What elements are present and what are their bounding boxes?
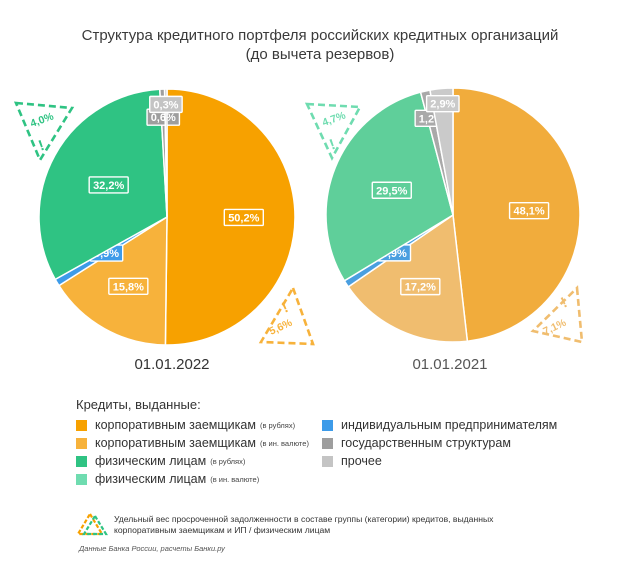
- legend-sublabel: (в рублях): [259, 420, 296, 430]
- slice-label: 29,5%: [376, 185, 407, 197]
- date-label-2022: 01.01.2022: [134, 356, 209, 373]
- legend-swatch: [322, 437, 333, 449]
- legend-item-ind-fx: физическим лицам (в ин. валюте): [76, 472, 259, 486]
- legend-swatch: [76, 455, 87, 467]
- legend-item-government: государственным структурам: [322, 436, 511, 450]
- legend-label: корпоративным заемщикам: [95, 418, 256, 432]
- date-label-2021: 01.01.2021: [412, 356, 487, 373]
- legend-swatch: [322, 455, 333, 467]
- slice-label-box: [508, 201, 550, 220]
- legend-item-corp-fx: корпоративным заемщикам (в ин. валюте): [76, 436, 309, 450]
- pie-2021: 48,1%17,2%0,9%29,5%1,2%2,9%: [325, 87, 581, 343]
- legend-label: государственным структурам: [341, 436, 511, 450]
- legend-sublabel: (в ин. валюте): [259, 438, 309, 448]
- slice-label: 15,8%: [113, 281, 144, 293]
- slice-label-box: [223, 208, 264, 227]
- source-note: Данные Банка России, расчеты Банки.ру: [79, 544, 225, 553]
- legend-item-corp-rub: корпоративным заемщикам (в рублях): [76, 418, 295, 432]
- slice-label-box: [425, 95, 460, 113]
- legend-sublabel: (в ин. валюте): [210, 474, 260, 484]
- slice-label-box: [108, 277, 149, 296]
- chart-title: Структура кредитного портфеля российских…: [81, 27, 559, 44]
- exclamation-icon: !: [327, 136, 338, 154]
- warning-triangle-icon: [76, 512, 108, 536]
- overdue-warning-triangle: [304, 102, 363, 161]
- legend-swatch: [76, 473, 87, 485]
- slice-label-box: [88, 176, 129, 194]
- overdue-value: 4,7%: [321, 109, 348, 129]
- overdue-value: 4,0%: [29, 110, 56, 130]
- slice-label: 32,2%: [93, 180, 124, 192]
- slice-label: 0,3%: [153, 99, 178, 111]
- slice-label: 2,9%: [430, 99, 455, 111]
- overdue-note: Удельный вес просроченной задолженности …: [114, 514, 494, 535]
- legend-label: физическим лицам: [95, 454, 207, 468]
- overdue-warning-triangle: [530, 285, 584, 344]
- slice-label: 50,2%: [228, 212, 259, 224]
- slice-label: 48,1%: [513, 206, 544, 218]
- exclamation-icon: !: [36, 137, 47, 155]
- legend-heading: Кредиты, выданные:: [76, 397, 201, 412]
- slice-label-box: [371, 181, 412, 199]
- legend-sublabel: (в рублях): [210, 456, 246, 466]
- legend-item-entrepreneurs: индивидуальным предпринимателям: [322, 418, 557, 432]
- slice-label: 17,2%: [405, 282, 436, 294]
- legend-item-ind-rub: физическим лицам (в рублях): [76, 454, 245, 468]
- exclamation-icon: !: [558, 294, 570, 312]
- legend-swatch: [76, 419, 87, 431]
- exclamation-icon: !: [279, 299, 291, 317]
- legend-label: корпоративным заемщикам: [95, 436, 256, 450]
- legend-label: прочее: [341, 454, 382, 468]
- legend-swatch: [322, 419, 333, 431]
- chart-subtitle: (до вычета резервов): [245, 46, 395, 63]
- legend-swatch: [76, 437, 87, 449]
- slice-label-box: [400, 277, 441, 296]
- pie-slice: [163, 88, 168, 218]
- legend-item-other: прочее: [322, 454, 382, 468]
- legend-label: индивидуальным предпринимателям: [341, 418, 558, 432]
- legend-label: физическим лицам: [95, 472, 207, 486]
- overdue-value: 5,6%: [267, 317, 294, 338]
- slice-label: 0,6%: [151, 112, 176, 124]
- pie-2022: 50,2%15,8%0,9%32,2%0,6%0,3%: [38, 88, 296, 346]
- overdue-warning-triangle: [13, 101, 75, 163]
- slice-label-box: [149, 95, 183, 114]
- pie-slice: [429, 87, 454, 216]
